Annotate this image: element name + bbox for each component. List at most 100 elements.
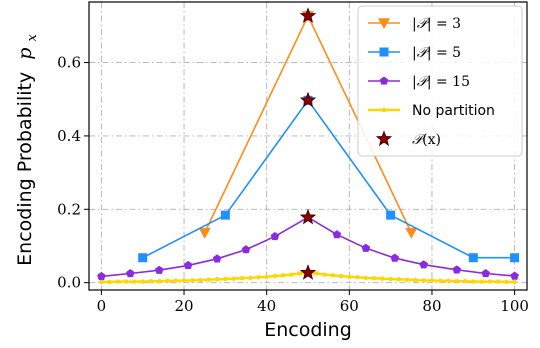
data-point	[380, 276, 385, 281]
legend-label-suffix: | = 15	[427, 74, 470, 90]
data-point	[396, 277, 402, 282]
series-5	[299, 7, 317, 280]
data-point	[165, 278, 170, 284]
data-point	[299, 7, 317, 23]
legend-label-prefix: |	[412, 16, 417, 32]
data-point	[479, 279, 484, 284]
x-tick-label: 40	[257, 297, 276, 315]
data-point	[438, 278, 443, 284]
data-point	[223, 276, 228, 282]
data-point	[510, 253, 520, 263]
data-point	[138, 253, 148, 263]
series-line	[142, 98, 515, 259]
plot-frame	[88, 1, 528, 291]
data-point	[281, 273, 286, 278]
data-point	[299, 208, 317, 225]
legend-label-suffix: | = 5	[427, 45, 461, 61]
data-point	[140, 279, 145, 284]
data-point	[314, 271, 319, 276]
x-tick-label: 80	[422, 297, 441, 315]
y-axis-label-math: p	[14, 48, 36, 60]
legend-item: 𝒫(x)	[375, 130, 441, 148]
data-point	[99, 279, 104, 285]
data-point	[190, 278, 195, 283]
data-point	[371, 276, 377, 281]
data-point	[390, 253, 400, 262]
data-point	[256, 274, 261, 280]
legend-item: |𝒫| = 5	[368, 45, 461, 61]
legend-marker	[378, 18, 390, 29]
data-point	[386, 210, 396, 220]
legend: |𝒫| = 3 |𝒫| = 5 |𝒫| = 15 No partition 𝒫(x)	[357, 5, 523, 157]
data-point	[452, 265, 462, 274]
data-point	[97, 271, 106, 281]
data-point	[214, 277, 220, 282]
x-tick-label: 20	[174, 297, 193, 315]
x-tick-label: 60	[340, 297, 359, 315]
legend-marker	[379, 47, 389, 57]
y-axis-label: Encoding Probability p x	[14, 34, 40, 266]
data-point	[468, 253, 478, 263]
data-point	[123, 279, 129, 284]
data-point	[115, 279, 121, 284]
legend-label: 𝒫(x)	[412, 132, 441, 148]
data-point	[481, 268, 490, 278]
x-axis-label: Encoding	[264, 319, 352, 341]
data-point	[181, 278, 187, 283]
y-tick-label: 0.2	[57, 200, 81, 218]
legend-label: |𝒫| = 15	[412, 74, 470, 90]
legend-marker	[381, 107, 387, 113]
data-point	[347, 274, 352, 279]
legend-item: |𝒫| = 3	[368, 16, 461, 32]
data-point	[299, 91, 317, 108]
y-axis-label-text: Encoding Probability	[14, 72, 36, 266]
data-point	[471, 279, 476, 284]
legend-marker	[379, 76, 389, 85]
legend-item: No partition	[368, 103, 495, 119]
data-point	[270, 231, 280, 241]
data-point	[330, 273, 335, 278]
data-point	[454, 278, 459, 284]
legend-label-prefix: |	[412, 74, 417, 90]
legend-label: |𝒫| = 5	[412, 45, 461, 61]
data-point	[297, 271, 302, 276]
x-tick-label: 0	[97, 297, 107, 315]
data-point	[495, 279, 501, 284]
y-tick-label: 0.6	[57, 54, 81, 72]
data-point	[405, 227, 418, 239]
data-point	[272, 273, 278, 279]
series-layer	[97, 7, 520, 285]
data-point	[241, 245, 251, 254]
data-point	[132, 279, 137, 284]
legend-label: No partition	[412, 103, 495, 119]
data-point	[206, 277, 212, 282]
legend-label-prefix: |	[412, 45, 417, 61]
data-point	[299, 264, 317, 280]
data-point	[361, 243, 371, 252]
y-tick-label: 0.4	[57, 127, 81, 145]
data-point	[419, 260, 428, 269]
data-point	[148, 278, 154, 284]
data-point	[289, 272, 294, 277]
legend-box	[357, 5, 523, 157]
data-point	[198, 227, 211, 239]
data-point	[512, 279, 517, 285]
data-point	[363, 275, 369, 281]
data-point	[404, 277, 410, 282]
y-axis-label-sub: x	[25, 34, 40, 42]
legend-label-suffix: | = 3	[427, 16, 461, 32]
ticks: 0 20 40 60 80 100 0.0 0.2 0.4 0.6	[57, 54, 529, 315]
data-point	[338, 273, 344, 279]
data-point	[126, 268, 135, 278]
data-point	[198, 277, 203, 283]
data-point	[446, 278, 451, 284]
data-point	[154, 265, 164, 274]
series-3	[97, 212, 519, 281]
data-point	[107, 279, 112, 285]
data-point	[157, 278, 162, 284]
data-point	[231, 276, 236, 281]
data-point	[510, 271, 519, 280]
y-tick-label: 0.0	[57, 274, 81, 292]
data-point	[220, 210, 230, 220]
